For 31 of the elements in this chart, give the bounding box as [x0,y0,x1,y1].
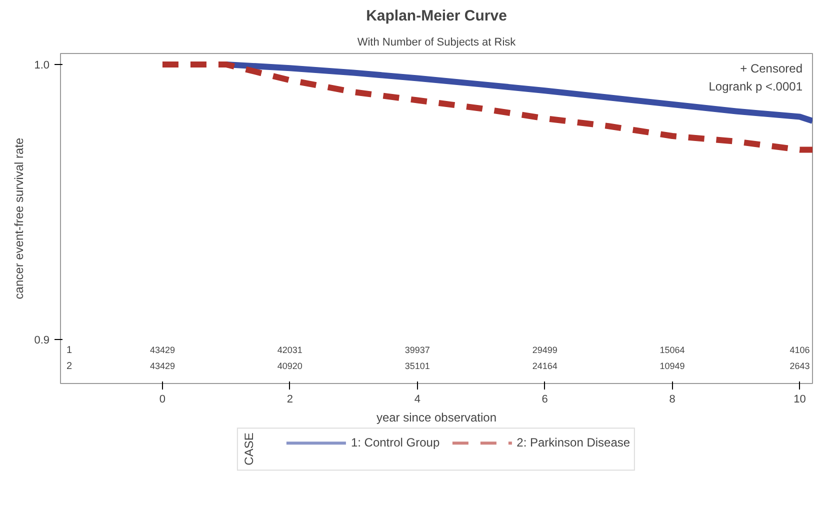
annotation: 40920 [277,361,302,371]
x-tick-label: 2 [286,394,293,406]
annotation: 15064 [660,345,685,355]
annotation: 2 [66,361,72,372]
x-tick-label: 0 [159,394,166,406]
annotation: 2643 [790,361,810,371]
legend-label: 2: Parkinson Disease [516,436,630,450]
annotation: 42031 [277,345,302,355]
annotation: 1 [66,345,72,356]
x-tick-label: 8 [669,394,676,406]
annotation: 39937 [404,345,430,355]
legend-label: 1: Control Group [350,436,440,450]
annotation: 35101 [404,361,430,371]
y-tick-label: 1.0 [34,60,50,72]
annotation: 10949 [660,361,685,371]
y-axis-title: cancer event-free survival rate [12,137,26,300]
x-tick-label: 4 [414,394,420,406]
chart-title: Kaplan-Meier Curve [366,8,507,24]
annotation: Logrank p <.0001 [708,80,803,94]
annotation: 29499 [532,345,558,355]
annotation: 43429 [150,361,175,371]
x-axis-title: year since observation [376,410,497,424]
annotation: 43429 [150,345,175,355]
x-tick-label: 6 [542,394,548,406]
annotation: + Censored [740,62,802,76]
x-tick-label: 10 [794,394,806,406]
annotation: 4106 [790,345,810,355]
legend-title: CASE [242,432,256,466]
chart-subtitle: With Number of Subjects at Risk [357,36,516,48]
annotation: 24164 [532,361,558,371]
y-tick-label: 0.9 [34,334,50,346]
